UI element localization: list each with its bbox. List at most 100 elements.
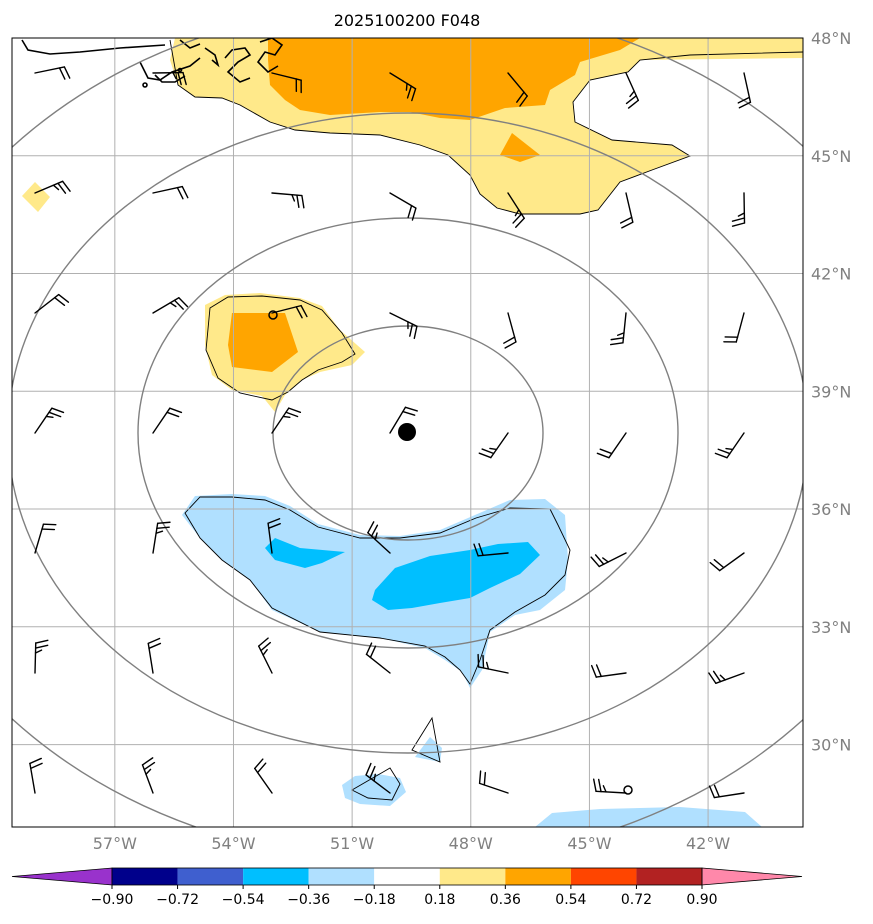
coast-2 (139, 57, 201, 81)
wind-barb (141, 757, 156, 794)
contour-north (169, 39, 803, 215)
wind-barb-flag (504, 341, 517, 349)
wind-barb (29, 757, 43, 794)
wind-barb (619, 192, 634, 229)
coast-islet (142, 82, 148, 88)
wind-barb (267, 518, 281, 554)
wind-barb (625, 72, 640, 109)
wind-barb-flag (262, 649, 268, 656)
wind-barb-flag (485, 661, 490, 670)
wind-barb-flag (143, 761, 156, 771)
wind-barb-flag (483, 771, 487, 786)
colorbar-bin (112, 868, 178, 885)
wind-barb-flag (178, 297, 189, 308)
wind-barb-flag (708, 672, 717, 684)
wind-barb (152, 185, 189, 200)
wind-barb-flag (411, 207, 417, 221)
wind-barb-flag (256, 762, 267, 774)
wind-barb (152, 521, 171, 554)
wind-barb-flag (296, 194, 300, 209)
wind-barb-flag (177, 71, 182, 86)
wind-barb-flag (409, 323, 414, 337)
wind-barb-flag (257, 637, 269, 647)
wind-barb (731, 192, 746, 227)
wind-barb (590, 664, 627, 678)
wind-barb-flag (590, 664, 597, 678)
wind-barb-flag (365, 762, 372, 776)
wind-barb-flag (481, 448, 495, 455)
wind-barb-flag (625, 95, 637, 105)
wind-barb-flag (512, 213, 523, 224)
wind-barb (367, 521, 391, 554)
wind-barb (507, 192, 525, 228)
lon-tick-label: 51°W (330, 834, 374, 853)
lat-tick-label: 33°N (811, 618, 851, 637)
wind-barb (34, 180, 71, 194)
wind-barb-flag (45, 415, 54, 419)
wind-barb-flag (627, 99, 640, 109)
fill-small-south-blob (342, 774, 406, 806)
fill-south-cyan-2 (372, 542, 540, 610)
coast-5 (224, 47, 252, 83)
wind-barb (365, 642, 391, 674)
colorbar-bin (308, 868, 375, 885)
colorbar-bin (243, 868, 309, 885)
colorbar-bin (570, 868, 637, 885)
colorbar-bin (374, 868, 440, 885)
wind-barb-flag (597, 778, 602, 793)
colorbar-tick-label: 0.54 (555, 892, 586, 908)
wind-barb-flag (610, 337, 625, 341)
wind-barb-flag (737, 212, 746, 217)
wind-barb-flag (478, 452, 492, 459)
wind-barb-flag (369, 645, 377, 659)
wind-barb (271, 304, 308, 319)
wind-barb-flag (291, 194, 296, 202)
wind-barb-flag (169, 302, 177, 308)
wind-barbs (29, 66, 752, 799)
wind-barb-flag (254, 758, 264, 770)
wind-barb-flag (594, 554, 605, 565)
lon-tick-label: 48°W (449, 834, 493, 853)
wind-barb-flag (595, 664, 602, 678)
wind-barb (473, 543, 509, 557)
wind-barb (34, 523, 57, 554)
wind-barb-flag (373, 773, 376, 782)
wind-barb-flag (182, 71, 187, 86)
wind-barb-flag (57, 182, 67, 194)
wind-barb-flag (57, 293, 70, 303)
wind-barb-flag (30, 762, 43, 770)
coast-islet-2 (177, 67, 183, 73)
wind-barb-flag (514, 209, 520, 217)
wind-barb-flag (166, 411, 180, 418)
wind-barb-flag (519, 95, 528, 107)
wind-barb (389, 406, 418, 434)
fill-north-orange (268, 38, 640, 120)
wind-barb-flag (713, 558, 725, 569)
wind-barb-flag (285, 411, 299, 418)
range-ring-3 (12, 112, 803, 754)
wind-barb-flag (725, 447, 734, 451)
wind-barb (34, 66, 71, 80)
wind-barb (152, 297, 189, 314)
wind-barb-flag (489, 447, 498, 451)
wind-barb-flag (478, 770, 482, 785)
wind-barb-flag (593, 778, 597, 793)
wind-barb-flag (731, 217, 746, 222)
colorbar-tick-label: 0.36 (490, 892, 521, 908)
wind-barb-flag (478, 543, 484, 557)
wind-barb (503, 312, 517, 349)
fill-north-orange-2 (500, 133, 540, 162)
contour-south-blob (351, 767, 401, 801)
wind-barb-flag (34, 649, 43, 654)
colorbar-frame (111, 867, 703, 886)
coast-7 (179, 39, 201, 49)
wind-barb-flag (406, 85, 412, 99)
lat-tick-label: 48°N (811, 29, 851, 48)
wind-barb-flag (295, 306, 303, 319)
colorbar-tick-label: −0.36 (287, 892, 330, 908)
wind-barb (152, 71, 187, 86)
lon-tick-labels: 57°W 54°W 51°W 48°W 45°W 42°W (93, 834, 731, 853)
coast-6 (256, 38, 284, 74)
colorbar-tick-label: 0.18 (424, 892, 455, 908)
wind-barb-flag (58, 67, 66, 80)
